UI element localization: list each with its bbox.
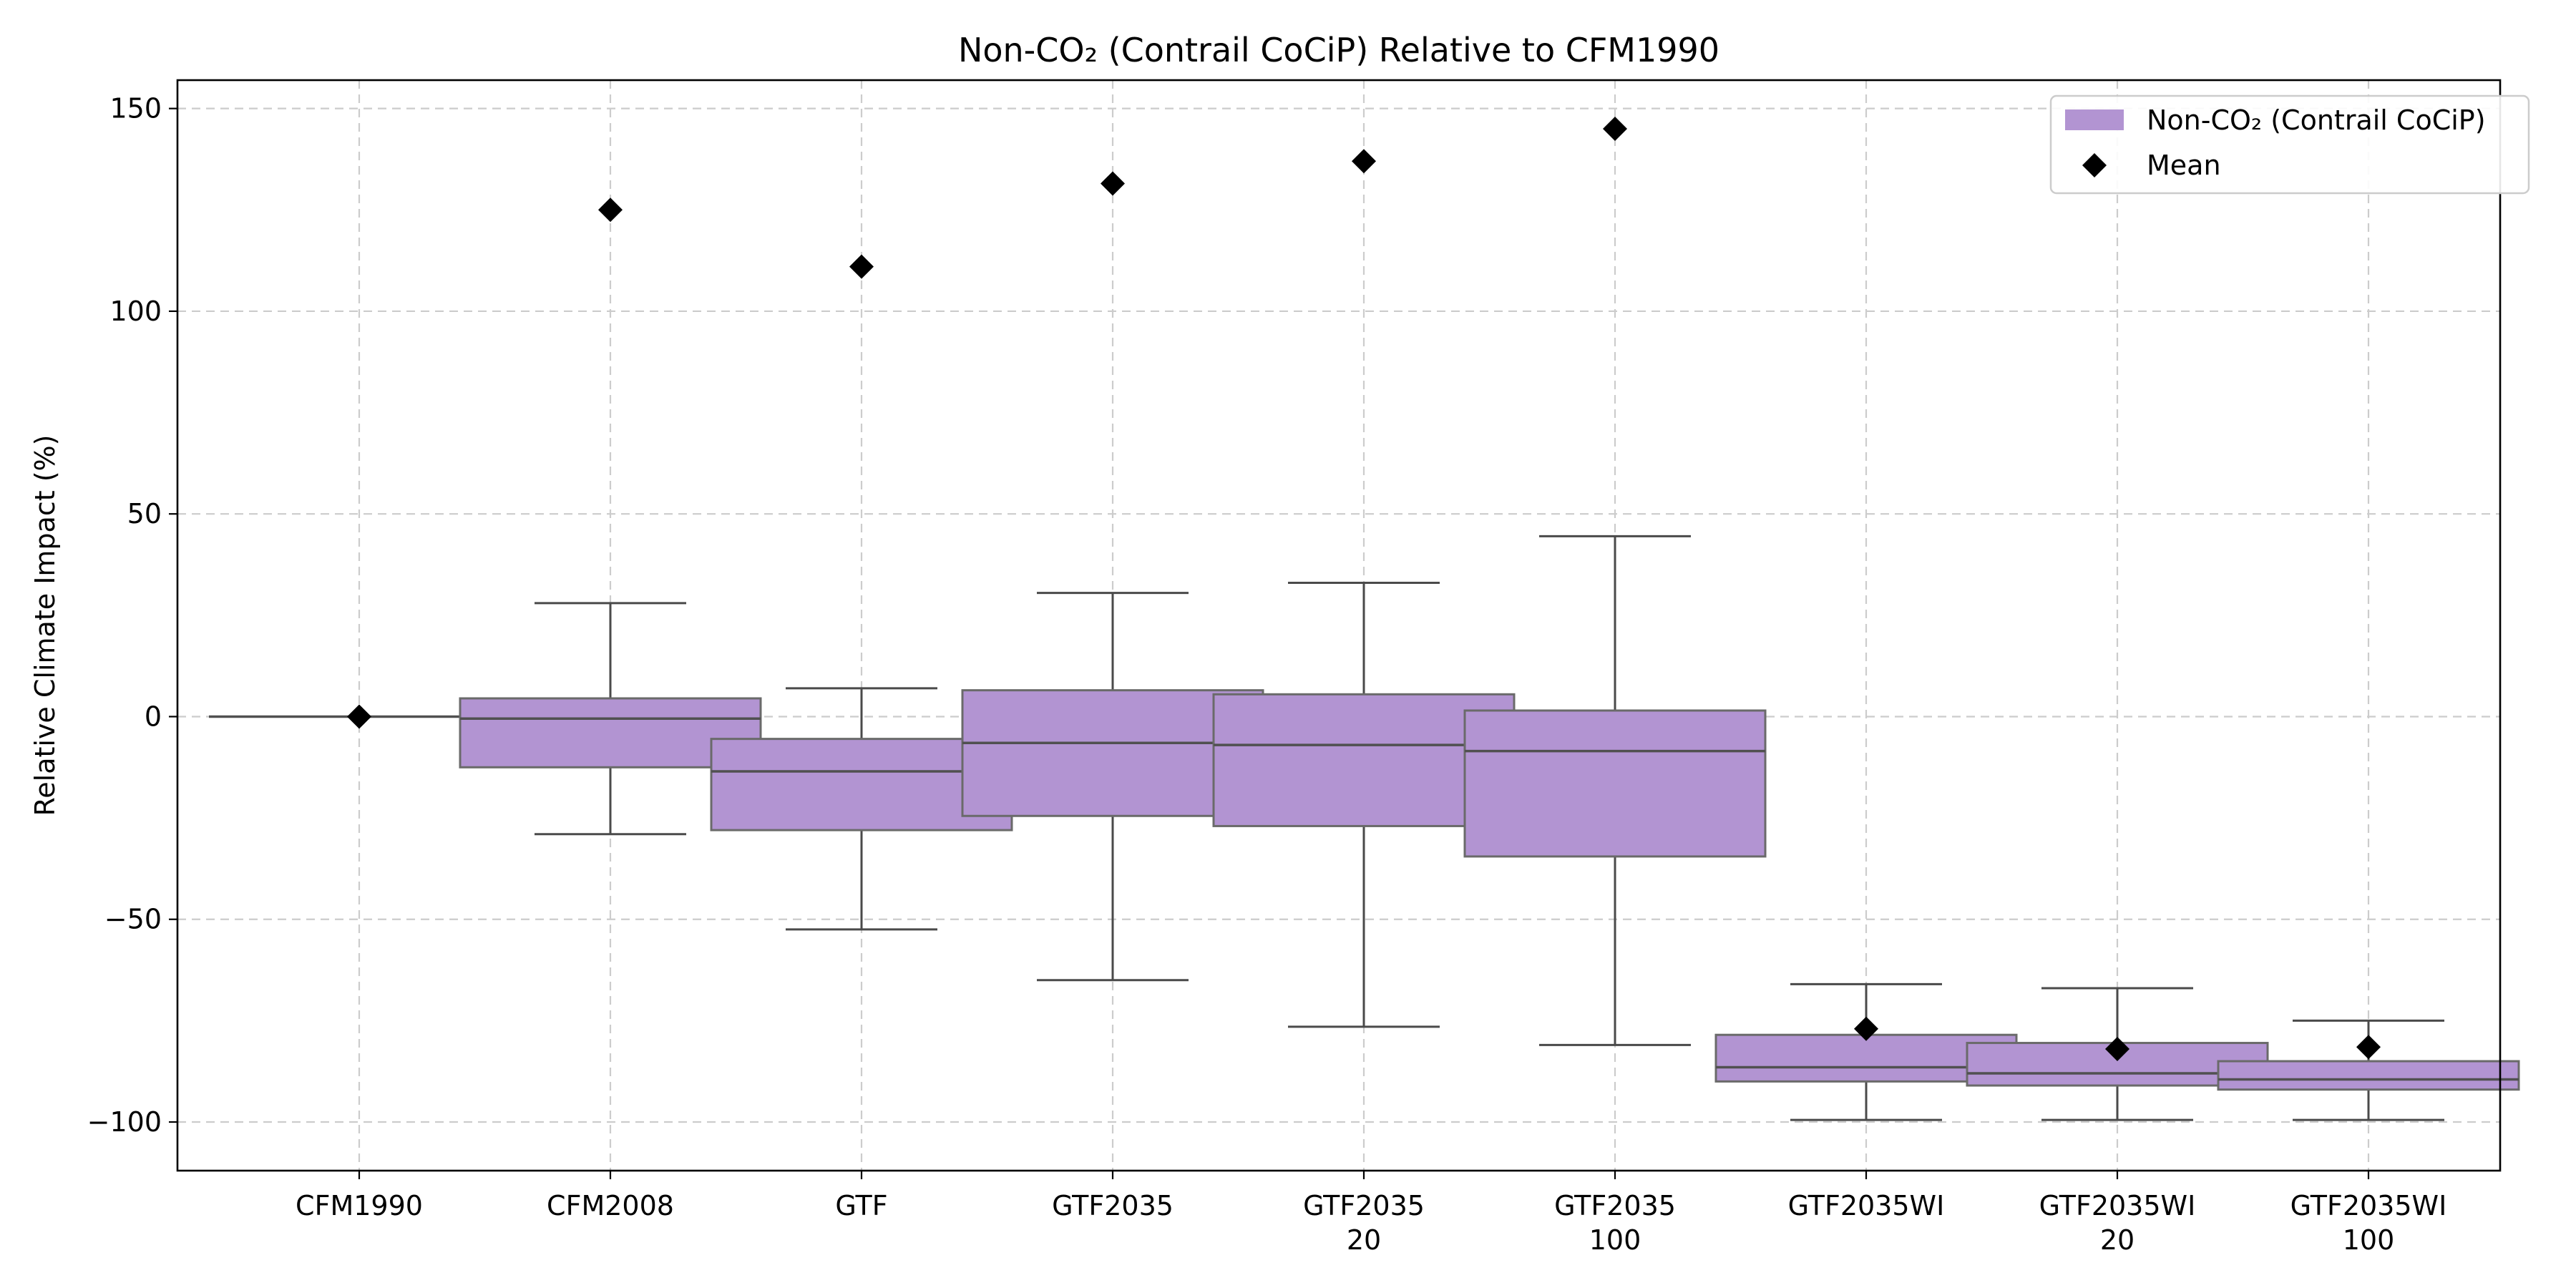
y-tick-label: 100 [109, 296, 162, 327]
legend-swatch-box [2065, 109, 2124, 130]
x-tick-label-line: GTF2035WI [2039, 1190, 2196, 1221]
x-tick-label-line: GTF2035 [1554, 1190, 1676, 1221]
mean-marker [1352, 149, 1376, 174]
y-tick-label: −100 [87, 1106, 162, 1138]
mean-marker [1101, 171, 1125, 196]
x-tick-label-line: GTF2035 [1303, 1190, 1425, 1221]
y-tick-label: 50 [127, 498, 162, 530]
x-tick-label: CFM2008 [547, 1190, 674, 1221]
x-tick-label-line: GTF2035WI [1788, 1190, 1945, 1221]
legend-label-box: Non-CO₂ (Contrail CoCiP) [2147, 104, 2486, 136]
x-tick-label-line: GTF [835, 1190, 887, 1221]
mean-marker [2356, 1035, 2381, 1060]
legend-frame [2049, 94, 2530, 195]
x-tick-label-line: GTF2035WI [2290, 1190, 2447, 1221]
x-tick-label: CFM1990 [296, 1190, 423, 1221]
x-tick-label: GTF2035WI [1788, 1190, 1945, 1221]
iqr-box [1463, 709, 1767, 858]
mean-layer [347, 116, 2381, 1062]
legend: Non-CO₂ (Contrail CoCiP) Mean [2049, 94, 2530, 195]
x-tick-label-line: 100 [1589, 1224, 1641, 1256]
x-tick-label-line: GTF2035 [1052, 1190, 1174, 1221]
tick-layer: 150 100 50 0 −50 −100 CFM1990 CFM2008 GTF GTF2035… [87, 93, 2447, 1256]
y-tick-label: 150 [109, 93, 162, 125]
y-axis-label: Relative Climate Impact (%) [29, 435, 61, 816]
mean-marker [2105, 1037, 2129, 1062]
box-group [1463, 535, 1767, 1046]
x-tick-label: GTF2035 100 [1554, 1190, 1676, 1256]
x-tick-label: GTF [835, 1190, 887, 1221]
legend-label-mean: Mean [2147, 150, 2221, 181]
x-tick-label-line: 20 [2100, 1224, 2135, 1256]
mean-marker [347, 704, 371, 729]
y-tick-label: 0 [145, 701, 162, 732]
x-tick-label: GTF2035WI 100 [2290, 1190, 2447, 1256]
mean-marker [1603, 116, 1627, 141]
axes-frame [176, 79, 2502, 1172]
legend-swatch-mean [2082, 153, 2107, 177]
mean-marker [1854, 1016, 1878, 1041]
chart-title: Non-CO₂ (Contrail CoCiP) Relative to CFM… [958, 31, 1719, 69]
mean-marker [598, 197, 623, 223]
x-tick-label-line: 20 [1347, 1224, 1381, 1256]
x-tick-label: GTF2035 [1052, 1190, 1174, 1221]
grid-layer [177, 80, 2500, 1171]
x-tick-label-line: CFM1990 [296, 1190, 423, 1221]
y-tick-label: −50 [104, 904, 162, 935]
mean-marker [849, 254, 874, 279]
x-tick-label: GTF2035 20 [1303, 1190, 1425, 1256]
x-tick-label-line: CFM2008 [547, 1190, 674, 1221]
x-tick-label-line: 100 [2343, 1224, 2395, 1256]
box-group [2217, 1019, 2520, 1121]
iqr-box [2217, 1060, 2520, 1091]
x-tick-label: GTF2035WI 20 [2039, 1190, 2196, 1256]
